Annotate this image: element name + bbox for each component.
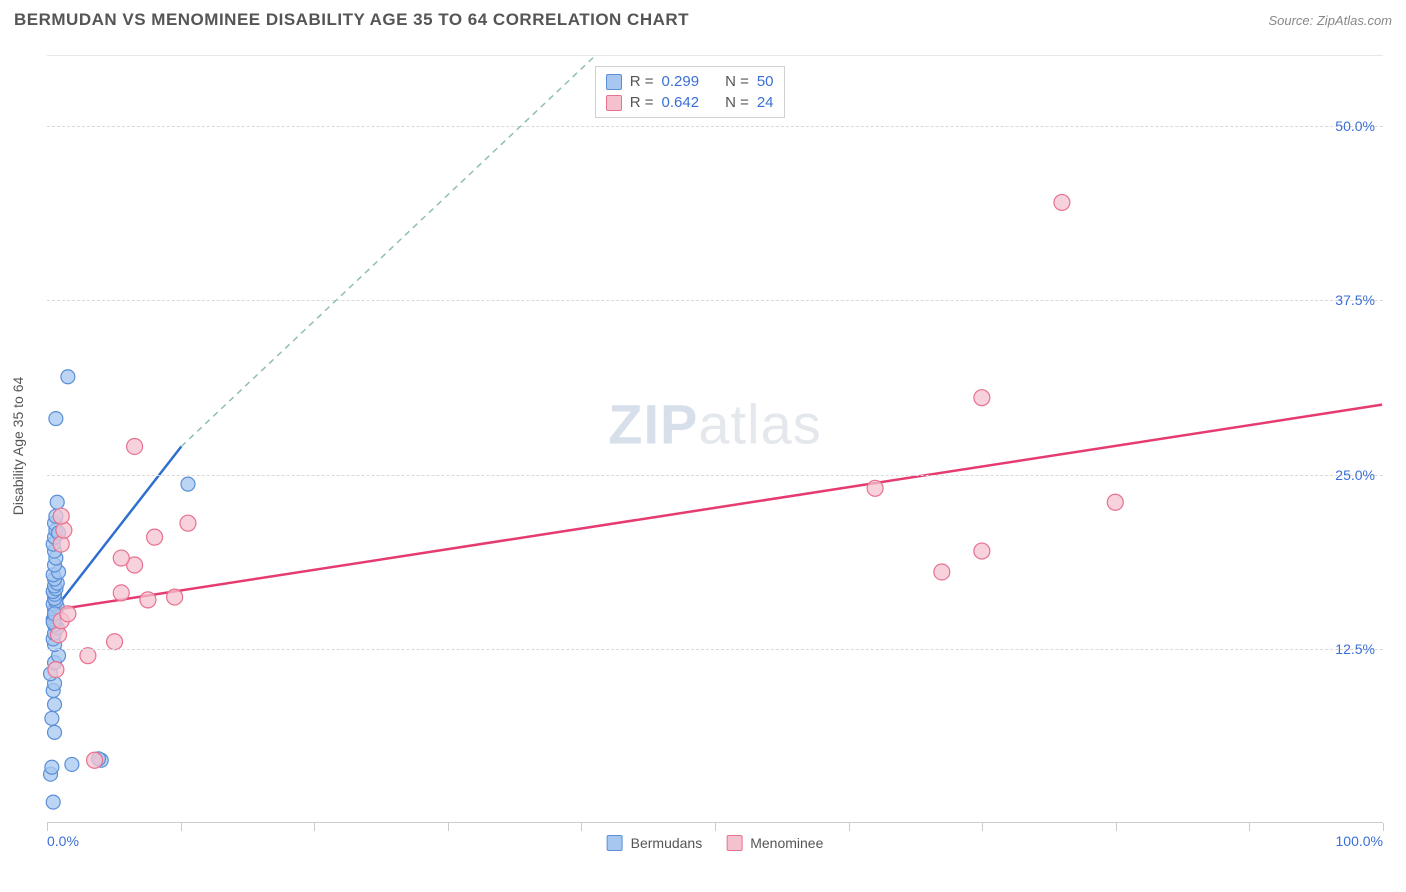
data-point (60, 606, 76, 622)
data-point (61, 370, 75, 384)
data-point (127, 438, 143, 454)
x-tick-label: 0.0% (47, 833, 79, 849)
data-point (87, 752, 103, 768)
data-point (1107, 494, 1123, 510)
x-tick-label: 100.0% (1336, 833, 1383, 849)
x-tick (47, 823, 48, 831)
data-point (48, 662, 64, 678)
x-tick (1249, 823, 1250, 831)
data-point (45, 760, 59, 774)
correlation-swatch (606, 95, 622, 111)
plot-inner: ZIPatlas 12.5%25.0%37.5%50.0%0.0%100.0%R… (47, 56, 1383, 823)
data-point (56, 522, 72, 538)
gridline-h (47, 300, 1383, 301)
x-tick (849, 823, 850, 831)
data-point (48, 725, 62, 739)
legend-item-menominee: Menominee (726, 835, 823, 851)
data-point (181, 477, 195, 491)
y-tick-label: 37.5% (1335, 292, 1375, 308)
chart-header: BERMUDAN VS MENOMINEE DISABILITY AGE 35 … (14, 10, 1392, 30)
x-tick (982, 823, 983, 831)
data-point (867, 480, 883, 496)
y-axis-title: Disability Age 35 to 64 (10, 377, 26, 516)
x-tick (581, 823, 582, 831)
x-tick (448, 823, 449, 831)
data-point (113, 550, 129, 566)
x-tick (715, 823, 716, 831)
legend-swatch-menominee (726, 835, 742, 851)
correlation-box: R =0.299N =50R =0.642N =24 (595, 66, 785, 118)
gridline-h (47, 649, 1383, 650)
data-point (974, 543, 990, 559)
data-point (53, 508, 69, 524)
data-point (51, 627, 67, 643)
data-point (113, 585, 129, 601)
data-point (167, 589, 183, 605)
data-point (50, 495, 64, 509)
data-point (46, 795, 60, 809)
data-point (140, 592, 156, 608)
data-point (48, 697, 62, 711)
chart-source: Source: ZipAtlas.com (1268, 13, 1392, 28)
correlation-row: R =0.642N =24 (602, 92, 778, 113)
gridline-h (47, 475, 1383, 476)
plot-svg (47, 56, 1383, 823)
y-tick-label: 12.5% (1335, 641, 1375, 657)
data-point (934, 564, 950, 580)
data-point (147, 529, 163, 545)
correlation-row: R =0.299N =50 (602, 71, 778, 92)
legend-item-bermudans: Bermudans (607, 835, 703, 851)
data-point (65, 757, 79, 771)
x-tick (1116, 823, 1117, 831)
data-point (107, 634, 123, 650)
correlation-swatch (606, 74, 622, 90)
x-tick (314, 823, 315, 831)
data-point (974, 390, 990, 406)
y-tick-label: 50.0% (1335, 118, 1375, 134)
data-point (180, 515, 196, 531)
gridline-h (47, 126, 1383, 127)
data-point (45, 711, 59, 725)
legend-label-menominee: Menominee (750, 835, 823, 851)
legend-label-bermudans: Bermudans (631, 835, 703, 851)
legend-bottom: Bermudans Menominee (607, 835, 824, 851)
plot-area: ZIPatlas 12.5%25.0%37.5%50.0%0.0%100.0%R… (47, 55, 1383, 823)
chart-title: BERMUDAN VS MENOMINEE DISABILITY AGE 35 … (14, 10, 689, 30)
x-tick (181, 823, 182, 831)
data-point (53, 536, 69, 552)
x-axis (47, 822, 1383, 823)
y-tick-label: 25.0% (1335, 467, 1375, 483)
data-point (49, 412, 63, 426)
x-tick (1383, 823, 1384, 831)
legend-swatch-bermudans (607, 835, 623, 851)
data-point (1054, 194, 1070, 210)
